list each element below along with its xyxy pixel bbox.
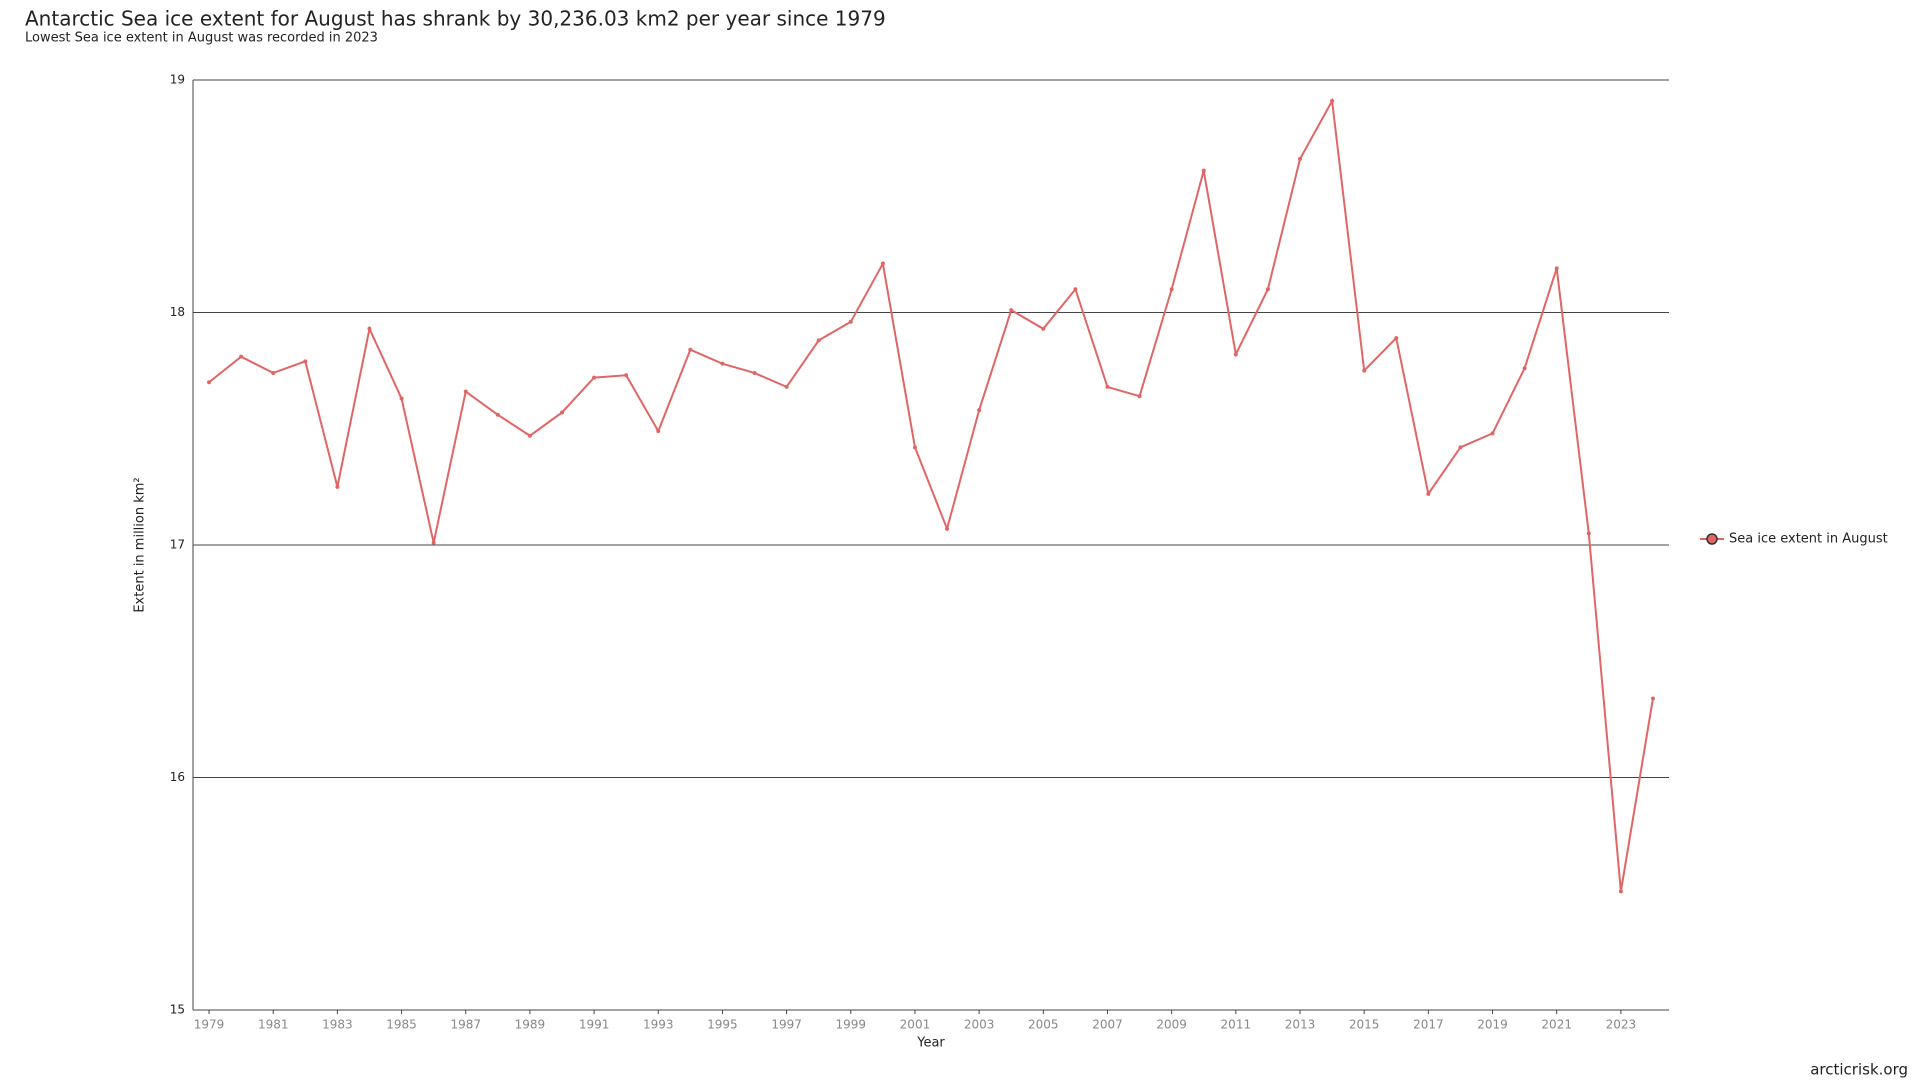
chart-subtitle: Lowest Sea ice extent in August was reco… [25,31,378,46]
point [816,338,821,343]
line [208,97,1654,892]
x-tick-label: 1987 [450,1018,481,1032]
chart-title: Antarctic Sea ice extent for August has … [25,7,886,31]
x-tick-label: 2017 [1413,1018,1444,1032]
point [207,380,212,385]
x-axis-label: Year [916,1036,945,1051]
point [1330,98,1335,103]
y-axis-label: Extent in million km² [133,477,148,612]
x-tick-label: 1989 [515,1018,546,1032]
footer: arcticrisk.org [1810,1061,1908,1079]
point [1490,431,1495,436]
point [1554,266,1559,271]
x-tick-label: 1993 [643,1018,674,1032]
x-tick-label: 1983 [322,1018,353,1032]
x-tick-label: 2003 [964,1018,995,1032]
point [912,445,917,450]
point [1041,326,1046,331]
x-tick-label: 1985 [386,1018,417,1032]
point [1201,168,1206,173]
point [271,370,276,375]
point [1073,287,1078,292]
y-tick-label: 19 [170,73,185,87]
point [1426,491,1431,496]
x-tick-label: 2009 [1156,1018,1187,1032]
point [1298,157,1302,162]
point [592,375,597,380]
point [1169,287,1174,292]
point [1394,336,1399,341]
point [1105,384,1110,389]
point [1233,352,1238,357]
point [1650,696,1655,701]
point [399,396,404,401]
point [848,319,853,324]
x-tick-label: 2005 [1028,1018,1059,1032]
point [1362,368,1367,373]
point [624,373,629,378]
x-tick-label: 1991 [579,1018,610,1032]
x-tick-label: 2013 [1285,1018,1316,1032]
x-tick-label: 2023 [1606,1018,1637,1032]
y-tick-label: 16 [170,770,185,784]
point [335,484,340,489]
x-tick-label: 2019 [1477,1018,1508,1032]
x-tick-label: 2001 [900,1018,931,1032]
legend-label: Sea ice extent in August [1729,532,1888,547]
x-tick-label: 1997 [771,1018,802,1032]
point [880,261,885,266]
y-tick-label: 15 [170,1003,185,1017]
x-tick-label: 2021 [1541,1018,1572,1032]
point [784,384,789,389]
point [239,354,244,359]
legend-marker [1706,533,1718,545]
point [527,433,532,438]
point [688,347,693,352]
point [656,429,661,434]
x-tick-label: 2015 [1349,1018,1380,1032]
point [1265,287,1270,292]
point [1137,394,1142,399]
point [1009,308,1014,313]
point [303,359,308,364]
x-tick-label: 1981 [258,1018,289,1032]
point [1522,366,1527,371]
point [431,540,436,545]
y-tick-label: 18 [170,305,185,319]
point [752,370,757,375]
point [1586,531,1591,536]
x-tick-label: 2011 [1221,1018,1252,1032]
point [1618,889,1623,894]
x-tick-label: 2007 [1092,1018,1123,1032]
point [977,408,982,413]
point [720,361,725,366]
point [945,526,950,531]
x-tick-label: 1995 [707,1018,738,1032]
point [495,412,500,417]
x-tick-label: 1999 [836,1018,867,1032]
point [367,326,372,331]
x-tick-label: 1979 [194,1018,225,1032]
y-tick-label: 17 [170,538,185,552]
point [463,389,468,394]
point [1458,445,1463,450]
point [560,410,564,415]
